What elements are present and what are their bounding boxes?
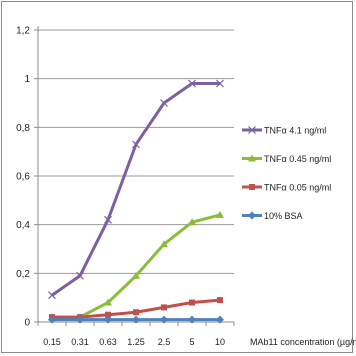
legend-label: TNFα 4.1 ng/ml [264, 126, 326, 136]
legend-label: TNFα 0.05 ng/ml [264, 183, 331, 193]
series-line [51, 82, 220, 297]
y-tick-label: 0 [24, 318, 30, 329]
data-point [132, 140, 140, 149]
data-point [248, 126, 256, 134]
data-point [161, 304, 167, 311]
y-tick-label: 1,2 [16, 26, 30, 37]
data-point [132, 271, 140, 279]
legend-entry: TNFα 0.05 ng/ml [242, 183, 331, 193]
data-point [160, 99, 168, 107]
x-tick-label: 1.25 [127, 337, 145, 347]
data-point [249, 184, 255, 190]
data-point [132, 315, 140, 324]
data-point [216, 315, 224, 324]
series-tnf-4-1-ng-ml [48, 79, 224, 300]
data-point [189, 299, 195, 306]
data-point [104, 298, 112, 306]
data-point [160, 315, 168, 324]
y-tick-label: 1 [24, 74, 30, 85]
x-tick-label: 5 [189, 337, 194, 347]
data-point [188, 79, 196, 88]
legend-label: 10% BSA [264, 211, 303, 221]
y-tick-label: 0,4 [16, 220, 30, 231]
legend-entry: TNFα 0.45 ng/ml [242, 154, 331, 164]
y-tick-label: 0,8 [16, 123, 30, 134]
x-tick-label: 0.15 [43, 337, 61, 347]
data-point [104, 215, 112, 224]
x-tick-label: 2.5 [158, 337, 171, 347]
data-point [217, 297, 223, 304]
y-tick-label: 0,6 [16, 172, 30, 183]
series-tnf-0-45-ng-ml [48, 210, 224, 321]
data-point [248, 211, 256, 220]
series-10-bsa [48, 315, 224, 324]
series-lines [48, 79, 224, 324]
legend-entry: TNFα 4.1 ng/ml [242, 126, 326, 136]
data-point [160, 240, 168, 248]
data-point [188, 218, 196, 226]
gridlines [38, 29, 234, 274]
data-point [76, 271, 84, 280]
legend-label: TNFα 0.45 ng/ml [264, 154, 331, 164]
data-point [216, 210, 224, 218]
legend: TNFα 4.1 ng/ml TNFα 0.45 ng/ml TNFα 0.05 n… [242, 126, 331, 221]
y-tick-label: 0,2 [16, 269, 30, 280]
x-tick-label: 0.63 [99, 337, 117, 347]
data-point [48, 291, 56, 300]
x-tick-label: 0.31 [71, 337, 89, 347]
x-axis-label: MAb11 concentration (µg/ml) [250, 337, 356, 347]
data-point [133, 309, 139, 316]
data-point [48, 315, 56, 324]
x-tick-label: 10 [215, 337, 225, 347]
legend-entry: 10% BSA [242, 211, 303, 221]
axes: 0 0,2 0,4 0,6 0,8 1 1,2 0.15 0.31 0.63 1.25 2.5 5 10 [16, 26, 235, 347]
chart-frame [1, 1, 353, 353]
data-point [105, 311, 111, 318]
data-point [216, 79, 224, 88]
data-point [188, 315, 196, 324]
data-point [248, 154, 256, 162]
data-point [104, 315, 112, 324]
data-point [76, 315, 84, 324]
